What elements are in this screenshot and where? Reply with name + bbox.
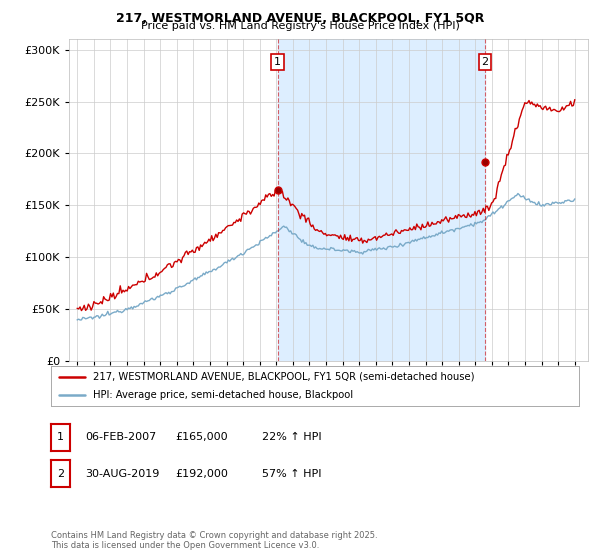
- Text: Price paid vs. HM Land Registry's House Price Index (HPI): Price paid vs. HM Land Registry's House …: [140, 21, 460, 31]
- Text: 2: 2: [481, 57, 488, 67]
- Text: 57% ↑ HPI: 57% ↑ HPI: [262, 469, 322, 479]
- Text: 217, WESTMORLAND AVENUE, BLACKPOOL, FY1 5QR (semi-detached house): 217, WESTMORLAND AVENUE, BLACKPOOL, FY1 …: [93, 372, 475, 381]
- Text: 217, WESTMORLAND AVENUE, BLACKPOOL, FY1 5QR: 217, WESTMORLAND AVENUE, BLACKPOOL, FY1 …: [116, 12, 484, 25]
- Text: £192,000: £192,000: [175, 469, 228, 479]
- Bar: [278, 39, 485, 361]
- Text: 1: 1: [57, 432, 64, 442]
- Text: £165,000: £165,000: [175, 432, 228, 442]
- Text: 06-FEB-2007: 06-FEB-2007: [85, 432, 157, 442]
- Text: HPI: Average price, semi-detached house, Blackpool: HPI: Average price, semi-detached house,…: [93, 390, 353, 400]
- Text: 22% ↑ HPI: 22% ↑ HPI: [262, 432, 322, 442]
- Text: 1: 1: [274, 57, 281, 67]
- Text: Contains HM Land Registry data © Crown copyright and database right 2025.
This d: Contains HM Land Registry data © Crown c…: [51, 530, 377, 550]
- Text: 2: 2: [57, 469, 64, 479]
- Text: 30-AUG-2019: 30-AUG-2019: [85, 469, 160, 479]
